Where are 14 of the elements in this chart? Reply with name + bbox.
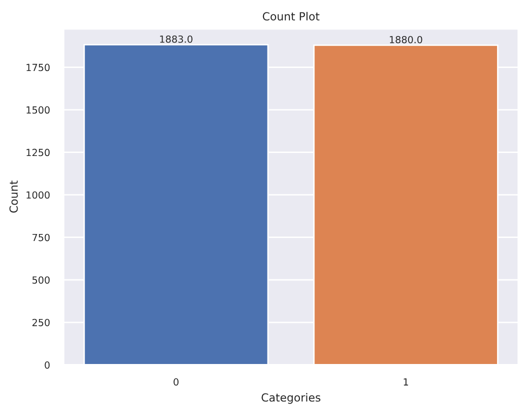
y-tick-label: 1000 — [26, 191, 50, 199]
y-tick-label: 250 — [32, 318, 50, 326]
y-tick-label: 1250 — [26, 148, 50, 156]
data-label: 1880.0 — [390, 36, 422, 44]
y-tick-label: 1750 — [26, 64, 50, 72]
x-tick-label: 1 — [404, 378, 408, 386]
y-tick-label: 1500 — [26, 106, 50, 114]
y-axis-title: Count — [9, 180, 18, 213]
data-label: 1883.0 — [160, 35, 192, 43]
y-tick-label: 750 — [32, 234, 50, 242]
x-axis-title: Categories — [262, 393, 320, 404]
chart-title: Count Plot — [262, 12, 320, 21]
y-tick-label: 0 — [44, 361, 50, 369]
y-tick-label: 500 — [32, 276, 50, 284]
